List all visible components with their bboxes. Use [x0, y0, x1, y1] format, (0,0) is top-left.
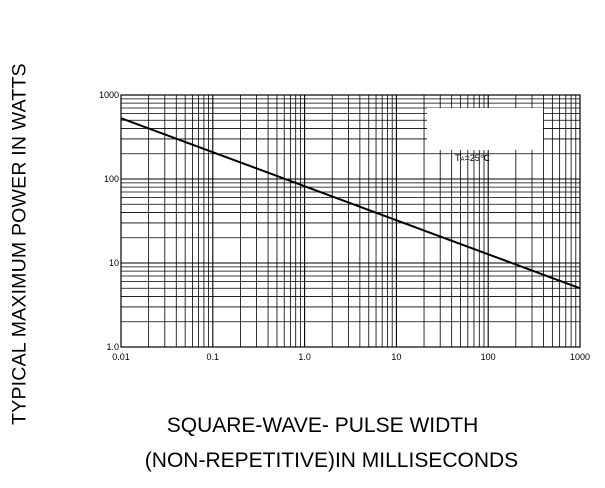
x-tick-label: 0.01 — [112, 352, 130, 362]
y-tick-label: 10 — [109, 258, 119, 268]
annotation-prefix: T — [455, 153, 461, 163]
annotation-suffix: =25℃ — [465, 153, 490, 163]
y-tick-label: 100 — [104, 174, 119, 184]
series-group — [120, 117, 581, 290]
annotation-subscript: A — [461, 157, 465, 163]
x-tick-label: 1000 — [570, 352, 590, 362]
x-axis-title-line-2: (NON-REPETITIVE)IN MILLISECONDS — [144, 449, 519, 472]
y-tick-labels: 1.0 10 100 1000 — [99, 90, 119, 352]
x-tick-label: 0.1 — [207, 352, 220, 362]
x-tick-label: 10 — [391, 352, 401, 362]
x-axis-title-line-1: SQUARE-WAVE- PULSE WIDTH — [166, 414, 479, 437]
x-tick-labels: 0.01 0.1 1.0 10 100 1000 — [112, 352, 590, 362]
plot-frame — [120, 94, 581, 348]
annotation-label: TA=25℃ — [455, 153, 490, 163]
y-tick-label: 1000 — [99, 90, 119, 100]
series-line — [120, 117, 581, 290]
x-tick-label: 1.0 — [298, 352, 311, 362]
x-tick-label: 100 — [481, 352, 496, 362]
y-tick-label: 1.0 — [106, 342, 119, 352]
annotation-box — [427, 108, 543, 150]
